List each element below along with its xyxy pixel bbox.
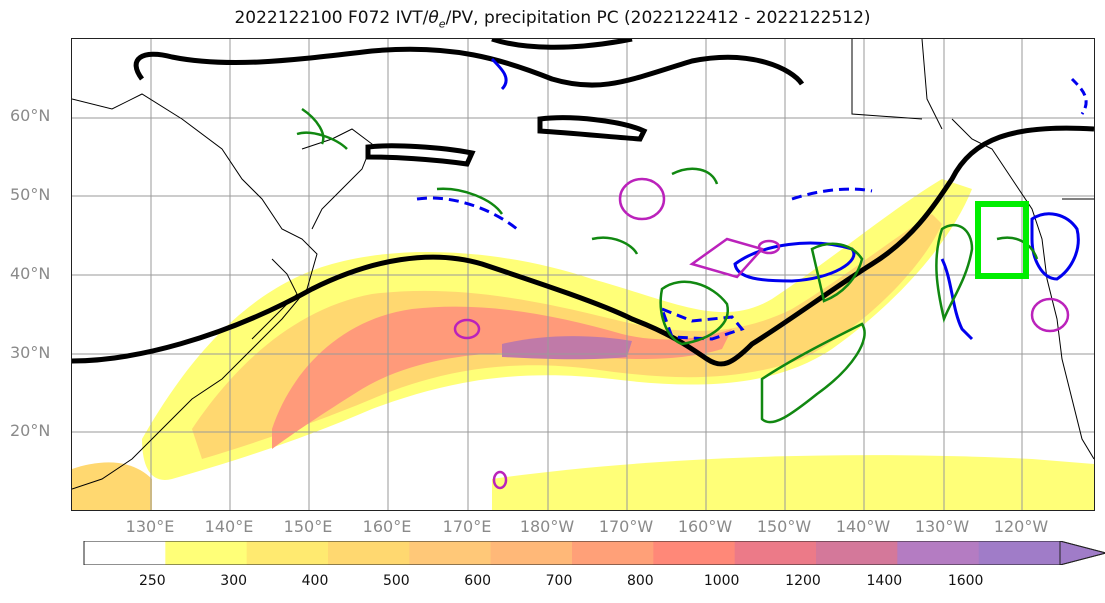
colorbar-cell [897, 541, 980, 565]
lon-label-130w: 130°W [914, 517, 970, 536]
colorbar-tick-label: 1400 [866, 573, 903, 589]
lon-label-150w: 150°W [756, 517, 812, 536]
lon-label-120w: 120°W [993, 517, 1049, 536]
lon-label-170w: 170°W [598, 517, 654, 536]
lat-label-30: 30°N [10, 343, 51, 362]
colorbar-cell [165, 541, 248, 565]
theta-e-contours [71, 36, 1095, 367]
colorbar-cell [328, 541, 410, 565]
ivt-field [72, 179, 1094, 510]
lon-label-140e: 140°E [204, 517, 254, 536]
colorbar-cell [978, 541, 1061, 565]
lat-label-60: 60°N [10, 106, 51, 125]
colorbar-cell [409, 541, 492, 565]
colorbar-cell [490, 541, 573, 565]
colorbar-cell [572, 541, 654, 565]
colorbar-extend-arrow [1059, 541, 1105, 565]
pv-magenta-contours [453, 177, 1070, 490]
lon-label-130e: 130°E [125, 517, 175, 536]
colorbar-cell [734, 541, 817, 565]
precip-pc-contours [296, 107, 1039, 424]
lat-label-20: 20°N [10, 421, 51, 440]
colorbar-tick-label: 600 [464, 573, 492, 589]
colorbar-outline [83, 541, 1105, 565]
lat-label-50: 50°N [10, 185, 51, 204]
colorbar-tick-label: 250 [138, 573, 166, 589]
ivt-sw-region [72, 462, 152, 510]
colorbar-tick-label: 300 [220, 573, 248, 589]
target-region-box [975, 201, 1029, 279]
colorbar-tick-label: 1200 [785, 573, 821, 589]
colorbar-tick-label: 500 [382, 573, 410, 589]
lon-label-160w: 160°W [677, 517, 733, 536]
ivt-colorbar [83, 541, 1105, 565]
colorbar-cell [84, 541, 166, 565]
map-canvas [71, 36, 1095, 510]
colorbar-cell [816, 541, 898, 565]
colorbar-tick-label: 1600 [947, 573, 984, 589]
colorbar-tick-label: 1000 [703, 573, 740, 589]
colorbar-cell [246, 541, 329, 565]
colorbar-cell [653, 541, 736, 565]
figure-title: 2022122100 F072 IVT/θe/PV, precipitation… [234, 8, 871, 31]
lat-label-40: 40°N [10, 264, 51, 283]
lon-label-170e: 170°E [442, 517, 492, 536]
colorbar-tick-label: 800 [626, 573, 654, 589]
colorbar-tick-label: 700 [545, 573, 573, 589]
map-panel [71, 36, 1095, 511]
lon-label-140w: 140°W [835, 517, 891, 536]
lon-label-160e: 160°E [362, 517, 412, 536]
ivt-south-band [492, 455, 1094, 510]
lon-label-150e: 150°E [283, 517, 333, 536]
colorbar-tick-label: 400 [301, 573, 329, 589]
lon-label-180w: 180°W [519, 517, 575, 536]
